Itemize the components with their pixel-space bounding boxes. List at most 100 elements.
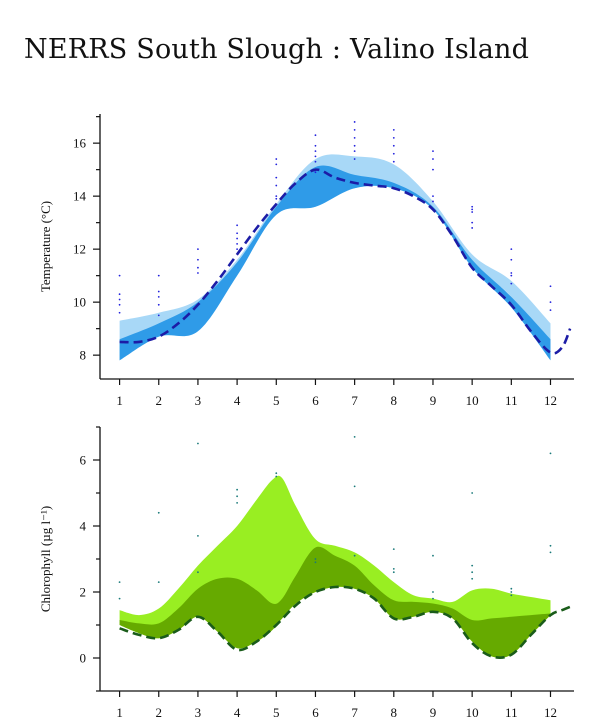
temp-observation-point [197, 258, 199, 261]
temp-observation-point [392, 129, 395, 131]
temp-x-tick-label: 2 [156, 393, 163, 408]
temp-observation-point [353, 158, 356, 160]
temp-x-tick-label: 12 [544, 393, 557, 408]
temp-observation-point [275, 197, 278, 200]
temp-observation-point [432, 158, 434, 160]
temp-plot-area [118, 121, 572, 361]
temp-observation-point [549, 301, 552, 304]
chl-x-tick-label: 11 [505, 705, 518, 720]
chl-observation-point [353, 554, 356, 557]
chl-x-tick-label: 1 [116, 705, 123, 720]
temp-y-tick-label: 8 [80, 348, 87, 363]
chl-x-tick-label: 6 [312, 705, 319, 720]
temp-observation-point [197, 266, 199, 269]
chl-observation-point [549, 551, 552, 554]
chl-observation-point [353, 485, 356, 488]
chl-observation-point [510, 591, 513, 593]
chl-observation-point [549, 452, 552, 455]
temp-x-tick-label: 1 [116, 393, 123, 408]
temp-x-tick-label: 10 [466, 393, 479, 408]
temp-observation-point [236, 242, 239, 245]
chl-y-tick-label: 4 [80, 519, 87, 534]
temp-observation-point [432, 200, 434, 203]
temp-observation-point [118, 298, 121, 301]
chl-observation-point [432, 554, 434, 557]
temp-observation-point [392, 136, 395, 139]
chl-observation-point [197, 442, 199, 445]
temp-observation-point [197, 248, 199, 251]
temp-observation-point [510, 258, 513, 261]
chl-observation-point [118, 597, 121, 600]
temp-y-tick-label: 14 [73, 189, 87, 204]
temp-observation-point [118, 303, 121, 306]
chl-y-tick-label: 2 [80, 585, 87, 600]
temp-observation-point [432, 150, 434, 153]
temp-observation-point [510, 248, 513, 251]
chl-x-tick-label: 2 [156, 705, 163, 720]
temp-y-tick-label: 10 [73, 295, 86, 310]
temp-observation-point [471, 227, 474, 229]
chl-plot-area [118, 436, 575, 659]
temp-observation-point [275, 195, 278, 198]
chl-observation-point [549, 544, 552, 547]
temp-observation-point [353, 121, 356, 123]
temp-observation-point [353, 129, 356, 131]
chl-observation-point [197, 571, 199, 574]
chl-observation-point [392, 548, 395, 550]
chl-observation-point [510, 587, 513, 590]
temp-observation-point [157, 295, 160, 298]
temp-observation-point [236, 224, 239, 227]
temp-x-tick-label: 9 [430, 393, 437, 408]
temp-observation-point [236, 237, 239, 240]
chl-observation-point [392, 571, 395, 574]
temp-observation-point [471, 211, 474, 213]
temp-observation-point [275, 176, 278, 179]
temp-observation-point [471, 208, 474, 211]
temp-x-tick-label: 11 [505, 393, 518, 408]
chl-x-tick-label: 12 [544, 705, 557, 720]
temp-observation-point [353, 144, 356, 147]
temp-observation-point [353, 150, 356, 153]
chl-x-tick-label: 10 [466, 705, 479, 720]
temp-observation-point [118, 293, 121, 296]
chl-x-tick-label: 4 [234, 705, 241, 720]
temp-x-tick-label: 3 [195, 393, 202, 408]
temp-observation-point [157, 290, 160, 293]
temp-y-axis-label: Temperature (°C) [38, 201, 53, 292]
chl-observation-point [432, 597, 434, 600]
temp-observation-point [471, 205, 474, 208]
temp-observation-point [510, 272, 513, 274]
temp-observation-point [314, 155, 317, 158]
chl-observation-point [236, 502, 239, 504]
chl-observation-point [471, 571, 474, 574]
chl-observation-point [275, 472, 278, 475]
chl-x-tick-label: 9 [430, 705, 437, 720]
chl-observation-point [314, 558, 317, 560]
temp-x-tick-label: 5 [273, 393, 280, 408]
temp-median-line [119, 168, 572, 355]
temp-observation-point [432, 195, 434, 198]
chl-observation-point [157, 581, 160, 583]
chl-observation-point [236, 488, 239, 491]
temp-observation-point [432, 168, 434, 171]
temp-observation-point [471, 221, 474, 224]
temp-observation-point [118, 274, 121, 277]
chl-x-tick-label: 7 [351, 705, 358, 720]
temp-observation-point [314, 160, 317, 163]
temp-observation-point [392, 152, 395, 155]
chl-observation-point [392, 568, 395, 570]
temp-observation-point [353, 136, 356, 139]
temp-observation-point [314, 150, 317, 153]
temp-y-tick-label: 12 [73, 242, 86, 257]
chl-y-tick-label: 0 [80, 651, 87, 666]
chl-y-axis-label: Chlorophyll (µg l⁻¹) [38, 506, 53, 612]
temp-observation-point [118, 311, 121, 314]
chl-observation-point [236, 495, 239, 498]
temp-dark-band [119, 165, 551, 361]
chl-observation-point [118, 581, 121, 583]
temp-observation-point [314, 134, 317, 137]
chl-x-tick-label: 3 [195, 705, 202, 720]
chl-observation-point [471, 564, 474, 567]
